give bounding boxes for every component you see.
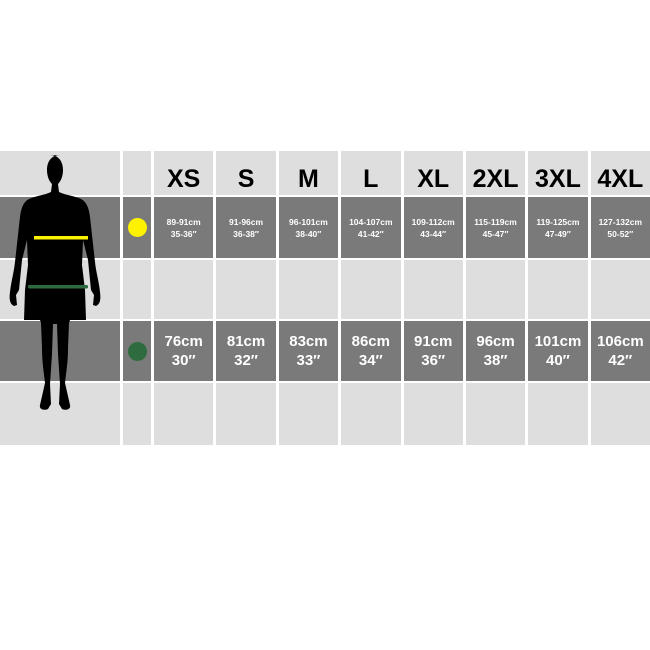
waist-cell: 86cm 34″ (341, 321, 401, 381)
waist-cell: 81cm 32″ (216, 321, 276, 381)
waist-cm: 91cm (414, 333, 453, 350)
waist-in: 32″ (234, 352, 258, 369)
size-header-m: M (278, 151, 339, 195)
chest-in: 36-38″ (233, 228, 259, 239)
waist-in: 42″ (608, 352, 633, 369)
chest-indicator-cell (123, 197, 151, 258)
blank-cell (0, 383, 120, 445)
size-label: 3XL (535, 164, 581, 193)
chest-cell: 89-91cm 35-36″ (154, 197, 214, 258)
waist-in: 38″ (483, 352, 508, 369)
waist-cm: 81cm (226, 333, 266, 350)
blank-cell (154, 383, 214, 445)
size-label: S (237, 164, 255, 193)
chest-cell: 91-96cm 36-38″ (216, 197, 276, 258)
blank-cell (590, 383, 650, 445)
size-label: XL (417, 164, 450, 193)
waist-cell: 101cm 40″ (528, 321, 588, 381)
waist-cm: 101cm (534, 333, 582, 350)
indicator-header-cell (123, 151, 151, 195)
chest-cm: 96-101cm (289, 216, 328, 227)
waist-indicator-cell (123, 321, 151, 381)
chest-in: 45-47″ (482, 228, 509, 239)
blank-cell (590, 260, 650, 319)
blank-cell (123, 383, 151, 445)
size-label: L (363, 164, 379, 193)
size-chart: XS S M L XL 2XL 3XL 4XL 89-91cm 35-36″ 91-96cm 36-3… (0, 151, 650, 445)
waist-cm: 86cm (351, 333, 390, 350)
chest-cell: 119-125cm 47-49″ (528, 197, 588, 258)
chest-in: 47-49″ (545, 228, 571, 239)
blank-cell (465, 383, 526, 445)
chest-cell: 127-132cm 50-52″ (590, 197, 650, 258)
chest-dot-icon (127, 218, 147, 237)
size-label: 2XL (472, 164, 519, 193)
blank-cell (528, 383, 588, 445)
blank-cell (403, 383, 463, 445)
blank-cell (341, 260, 401, 319)
chest-cm: 89-91cm (166, 216, 201, 227)
size-header-2xl: 2XL (465, 151, 526, 195)
waist-cell: 106cm 42″ (590, 321, 650, 381)
chest-cm: 115-119cm (474, 216, 517, 227)
size-header-xl: XL (403, 151, 463, 195)
chest-in: 43-44″ (420, 228, 447, 239)
chest-cell: 109-112cm 43-44″ (403, 197, 463, 258)
waist-cm: 96cm (476, 333, 515, 350)
blank-cell (528, 260, 588, 319)
chest-cm: 104-107cm (349, 216, 393, 227)
size-header-xs: XS (154, 151, 214, 195)
waist-in: 33″ (296, 352, 321, 369)
figure-cell (0, 197, 120, 258)
chest-in: 50-52″ (607, 228, 634, 239)
blank-cell (216, 383, 276, 445)
waist-cell: 76cm 30″ (154, 321, 214, 381)
chest-cm: 109-112cm (411, 216, 455, 227)
waist-in: 30″ (171, 352, 196, 369)
waist-cell: 96cm 38″ (465, 321, 526, 381)
size-label: XS (167, 164, 201, 193)
size-header-l: L (341, 151, 401, 195)
chest-in: 38-40″ (295, 228, 322, 239)
blank-cell (154, 260, 214, 319)
chest-in: 41-42″ (357, 228, 384, 239)
chest-cell: 96-101cm 38-40″ (278, 197, 339, 258)
waist-in: 34″ (358, 352, 383, 369)
blank-cell (278, 383, 339, 445)
waist-dot-icon (127, 341, 147, 361)
waist-cm: 83cm (289, 333, 328, 350)
size-header-s: S (216, 151, 276, 195)
waist-in: 40″ (546, 352, 570, 369)
blank-cell (0, 260, 120, 319)
waist-cell: 91cm 36″ (403, 321, 463, 381)
waist-cm: 76cm (164, 333, 203, 350)
figure-cell (0, 151, 120, 195)
chest-in: 35-36″ (170, 228, 197, 239)
chest-cell: 104-107cm 41-42″ (341, 197, 401, 258)
chest-cell: 115-119cm 45-47″ (465, 197, 526, 258)
size-header-3xl: 3XL (528, 151, 588, 195)
waist-cell: 83cm 33″ (278, 321, 339, 381)
chest-cm: 127-132cm (598, 216, 643, 227)
blank-cell (123, 260, 151, 319)
waist-in: 36″ (421, 352, 446, 369)
blank-cell (341, 383, 401, 445)
blank-cell (278, 260, 339, 319)
chest-cm: 119-125cm (536, 216, 580, 227)
blank-cell (465, 260, 526, 319)
figure-cell (0, 321, 120, 381)
size-header-4xl: 4XL (590, 151, 650, 195)
waist-cm: 106cm (596, 333, 644, 350)
blank-cell (403, 260, 463, 319)
size-label: 4XL (597, 164, 644, 193)
chest-cm: 91-96cm (229, 216, 264, 227)
size-label: M (298, 164, 319, 193)
blank-cell (216, 260, 276, 319)
